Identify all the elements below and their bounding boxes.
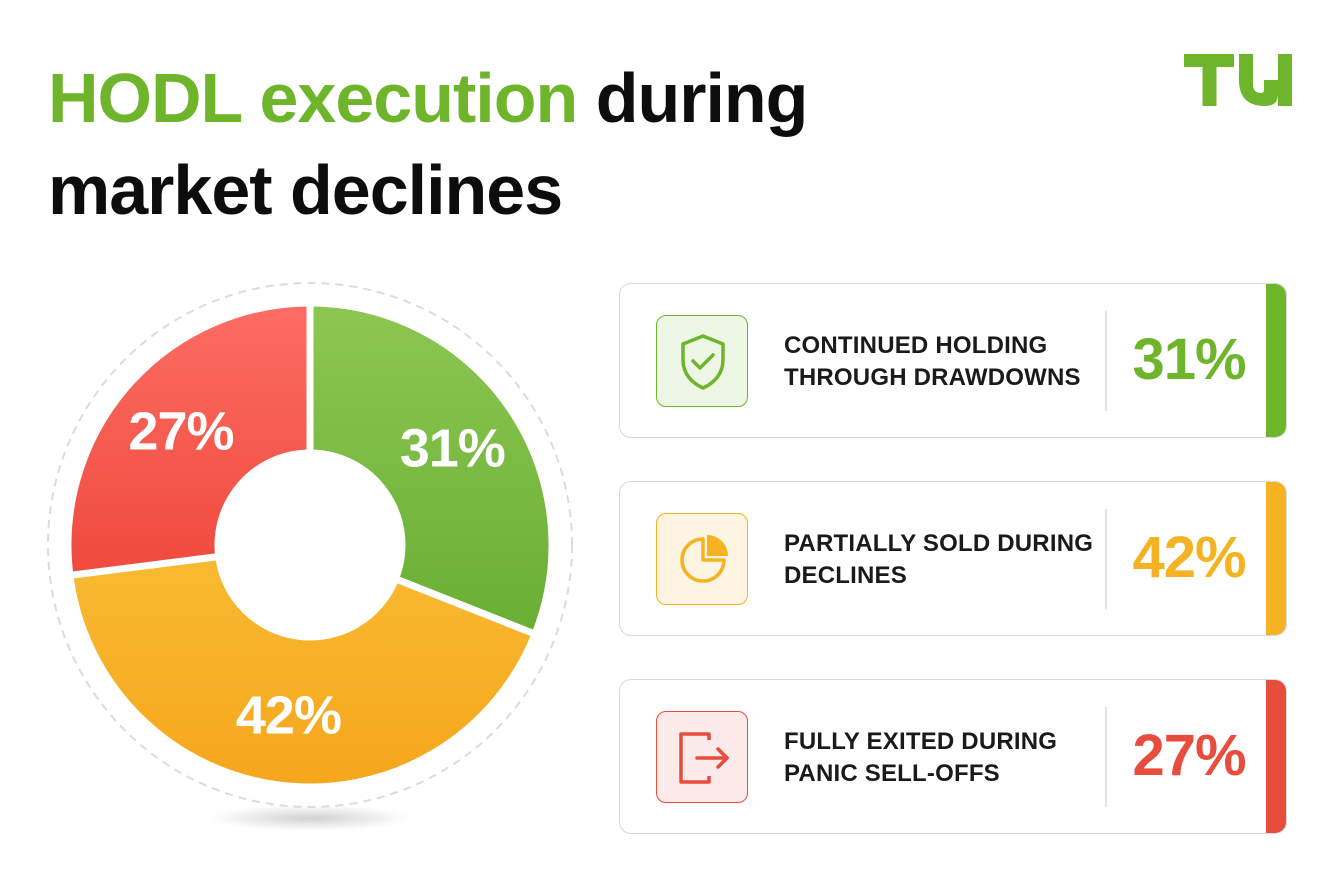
donut-chart-svg: 31% 42% 27% — [47, 282, 573, 808]
chart-dashed-ring — [47, 282, 573, 808]
title-accent: HODL execution — [48, 59, 578, 137]
page-title: HODL execution during market declines — [48, 52, 809, 236]
shield-check-icon — [681, 334, 725, 390]
card-fully-exited: FULLY EXITED DURING PANIC SELL-OFFS 27% — [619, 679, 1287, 834]
exit-icon — [679, 732, 729, 784]
donut-slice-27 — [64, 299, 314, 580]
card-icon-box — [656, 711, 748, 803]
title-rest: during — [595, 59, 809, 137]
donut-chart: 31% 42% 27% — [40, 275, 580, 835]
pie-chart-icon — [680, 535, 728, 583]
card-label-line1: FULLY EXITED DURING — [784, 728, 1058, 755]
card-icon-box — [656, 315, 748, 407]
card-label-line2: PANIC SELL-OFFS — [784, 760, 1000, 787]
card-label-line2: THROUGH DRAWDOWNS — [784, 364, 1081, 391]
card-divider — [1105, 311, 1107, 411]
card-value: 31% — [1132, 327, 1246, 392]
card-label: PARTIALLY SOLD DURING DECLINES — [784, 528, 1094, 592]
card-value: 42% — [1132, 525, 1246, 590]
card-partially-sold: PARTIALLY SOLD DURING DECLINES 42% — [619, 481, 1287, 636]
donut-slice-label: 42% — [236, 686, 341, 746]
card-label-line1: CONTINUED HOLDING — [784, 332, 1048, 359]
title-line2: market declines — [48, 151, 563, 229]
donut-slice-label: 31% — [400, 418, 505, 478]
card-accent-bar — [1266, 482, 1286, 635]
donut-slice-label: 27% — [128, 401, 233, 461]
donut-slice-42 — [65, 552, 540, 791]
chart-shadow — [208, 805, 412, 831]
card-label: FULLY EXITED DURING PANIC SELL-OFFS — [784, 726, 1094, 790]
card-label-line1: PARTIALLY SOLD DURING — [784, 530, 1094, 557]
card-accent-bar — [1266, 284, 1286, 437]
card-label-line2: DECLINES — [784, 562, 907, 589]
card-divider — [1105, 509, 1107, 609]
card-continued-holding: CONTINUED HOLDING THROUGH DRAWDOWNS 31% — [619, 283, 1287, 438]
card-icon-box — [656, 513, 748, 605]
card-divider — [1105, 707, 1107, 807]
donut-slice-31 — [306, 299, 556, 639]
card-label: CONTINUED HOLDING THROUGH DRAWDOWNS — [784, 330, 1094, 394]
brand-logo — [1184, 54, 1292, 106]
card-value: 27% — [1132, 723, 1246, 788]
card-accent-bar — [1266, 680, 1286, 833]
